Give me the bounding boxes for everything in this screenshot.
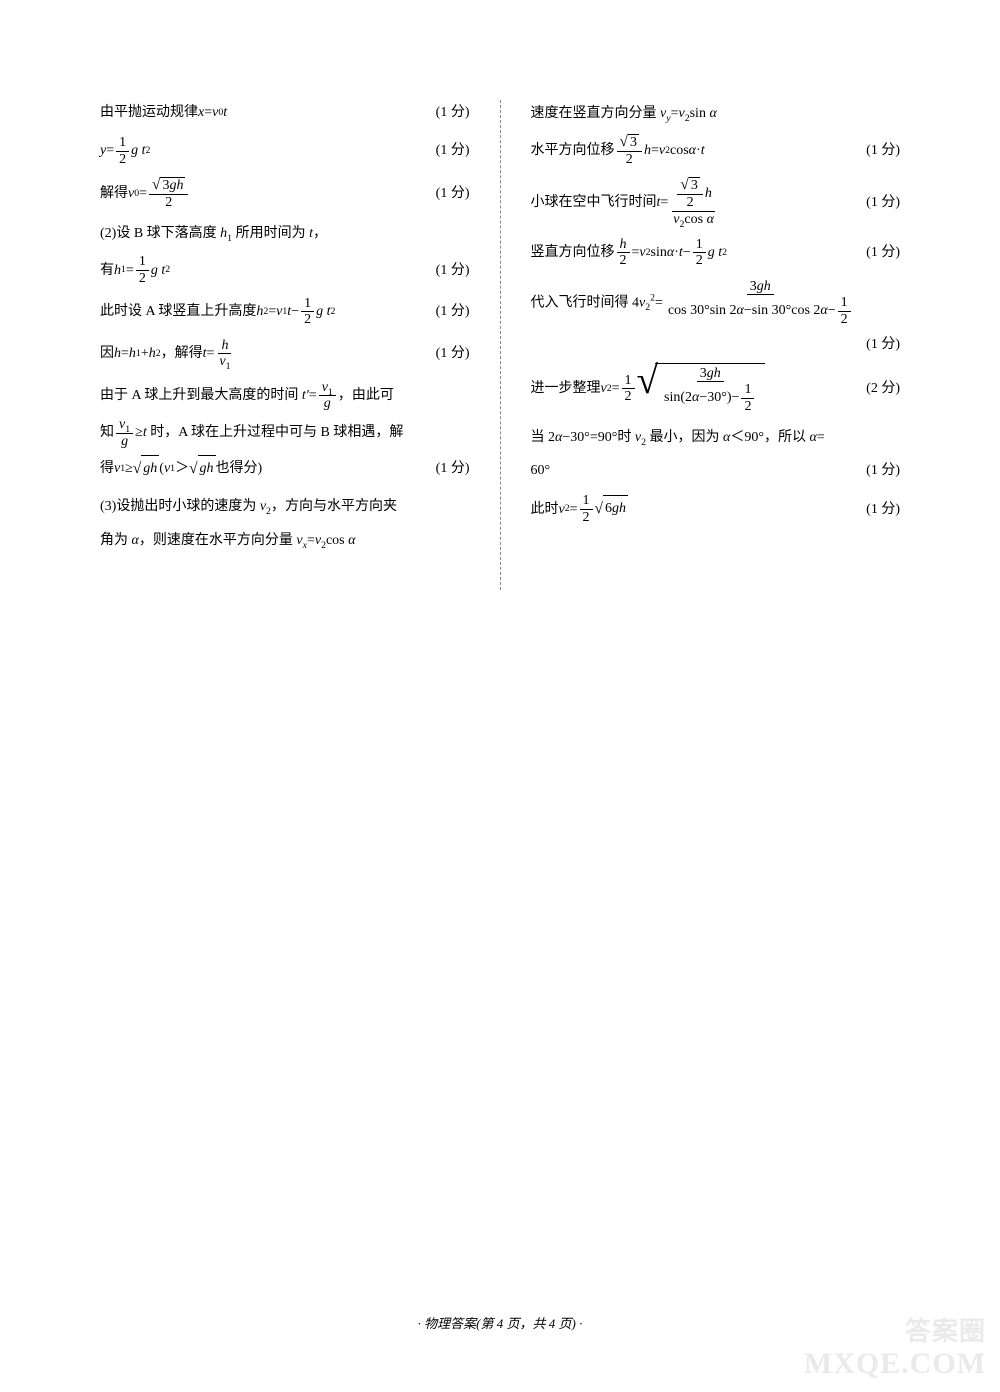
equation-text: 由平抛运动规律 x=v0t — [100, 100, 227, 125]
equation-text: 此时 v2=12√6gh — [531, 493, 628, 525]
equation-text: 解得 v0=√3gh2 — [100, 177, 190, 210]
equation-text: 有 h1=12g t2 — [100, 254, 170, 286]
points-label: (1 分) — [436, 100, 470, 125]
equation-text: 水平方向位移√32h=v2cos α · t — [531, 134, 705, 167]
equation-line: 此时 v2=12√6gh (1 分) — [531, 493, 901, 525]
right-column: 速度在竖直方向分量 vy=v2sin α 水平方向位移√32h=v2cos α … — [531, 100, 901, 590]
equation-line: 由平抛运动规律 x=v0t (1 分) — [100, 100, 470, 125]
equation-text: y=12g t2 — [100, 135, 150, 167]
text-line: 当 2α−30°=90°时 v2 最小，因为 α＜90°，所以 α= — [531, 424, 901, 452]
text-line: (2)设 B 球下落高度 h1 所用时间为 t， — [100, 220, 470, 248]
points-label: (1 分) — [866, 458, 900, 483]
equation-text: 竖直方向位移h2=v2sin α · t−12g t2 — [531, 237, 728, 269]
points-label: (1 分) — [866, 190, 900, 215]
page-content: 由平抛运动规律 x=v0t (1 分) y=12g t2 (1 分) 解得 v0… — [0, 0, 1000, 590]
watermark-en: MXQE.COM — [804, 1347, 986, 1380]
equation-line: 竖直方向位移h2=v2sin α · t−12g t2 (1 分) — [531, 237, 901, 269]
equation-line: 代入飞行时间得 4v22=3ghcos 30°sin 2α−sin 30°cos… — [531, 279, 901, 327]
equation-line: 进一步整理 v2=12√3ghsin(2α−30°)−12 (2 分) — [531, 363, 901, 414]
text-line: 角为 α，则速度在水平方向分量 vx=v2cos α — [100, 527, 470, 555]
text-line: 速度在竖直方向分量 vy=v2sin α — [531, 100, 901, 128]
points-label: (2 分) — [866, 376, 900, 401]
text-line: (3)设抛出时小球的速度为 v2，方向与水平方向夹 — [100, 493, 470, 521]
points-label: (1 分) — [531, 333, 901, 353]
equation-text: 此时设 A 球竖直上升高度 h2=v1t−12g t2 — [100, 296, 335, 328]
equation-line: y=12g t2 (1 分) — [100, 135, 470, 167]
column-divider — [500, 100, 501, 590]
watermark-cn: 答案圈 — [804, 1318, 986, 1347]
watermark: 答案圈 MXQE.COM — [804, 1318, 986, 1380]
points-label: (1 分) — [436, 299, 470, 324]
equation-text: 进一步整理 v2=12√3ghsin(2α−30°)−12 — [531, 363, 766, 414]
points-label: (1 分) — [436, 138, 470, 163]
equation-line: 解得 v0=√3gh2 (1 分) — [100, 177, 470, 210]
points-label: (1 分) — [866, 138, 900, 163]
points-label: (1 分) — [866, 240, 900, 265]
equation-line: 得 v1≥√gh (v1＞√gh 也得分) (1 分) — [100, 455, 470, 483]
equation-text: 因 h=h1+h2，解得 t=hv1 — [100, 338, 236, 370]
equation-text: 得 v1≥√gh (v1＞√gh 也得分) — [100, 455, 262, 483]
equation-line: 水平方向位移√32h=v2cos α · t (1 分) — [531, 134, 901, 167]
equation-line: 因 h=h1+h2，解得 t=hv1 (1 分) — [100, 338, 470, 370]
left-column: 由平抛运动规律 x=v0t (1 分) y=12g t2 (1 分) 解得 v0… — [100, 100, 470, 590]
equation-line: 此时设 A 球竖直上升高度 h2=v1t−12g t2 (1 分) — [100, 296, 470, 328]
points-label: (1 分) — [436, 341, 470, 366]
equation-line: 有 h1=12g t2 (1 分) — [100, 254, 470, 286]
text-line: 知v1g≥t 时，A 球在上升过程中可与 B 球相遇，解 — [100, 417, 470, 449]
equation-line: 小球在空中飞行时间 t=√32hv2cos α (1 分) — [531, 177, 901, 227]
points-label: (1 分) — [436, 258, 470, 283]
equation-text: 小球在空中飞行时间 t=√32hv2cos α — [531, 177, 719, 227]
equation-text: 60° — [531, 458, 551, 483]
points-label: (1 分) — [866, 497, 900, 522]
text-line: 由于 A 球上升到最大高度的时间 t′=v1g，由此可 — [100, 380, 470, 412]
points-label: (1 分) — [436, 181, 470, 206]
points-label: (1 分) — [436, 456, 470, 481]
equation-line: 60° (1 分) — [531, 458, 901, 483]
